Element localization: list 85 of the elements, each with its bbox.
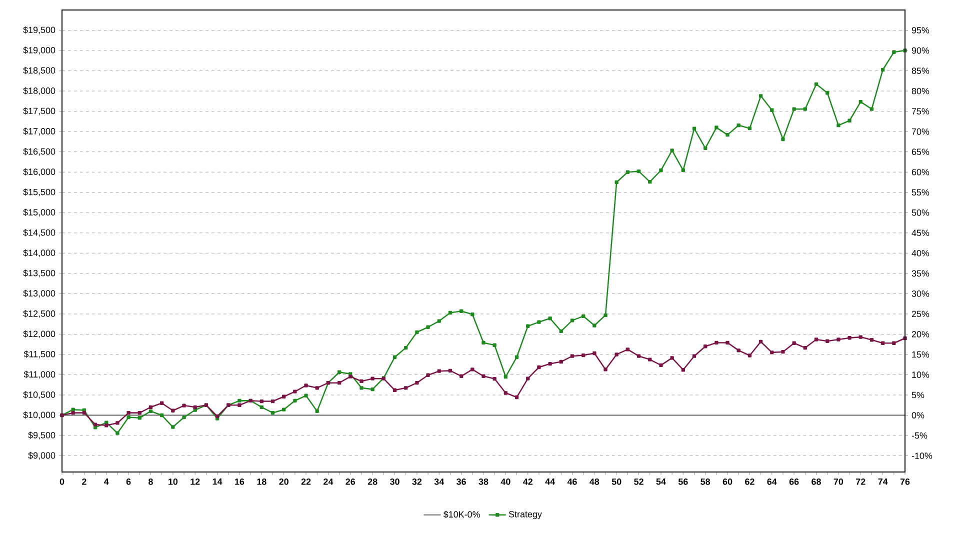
y-tick-label: $9,500 (28, 432, 56, 440)
x-tick-label: 22 (301, 478, 311, 485)
x-tick-label: 68 (812, 478, 821, 485)
y-tick-label: $13,500 (23, 270, 56, 278)
y2-tick-label: 15% (912, 351, 930, 358)
y2-tick-label: -10% (912, 452, 932, 459)
y2-tick-label: 35% (912, 270, 930, 277)
x-tick-label: 24 (324, 478, 334, 485)
y2-tick-label: 55% (912, 189, 930, 196)
x-tick-label: 58 (700, 478, 710, 485)
x-tick-label: 30 (390, 478, 400, 485)
y2-tick-label: 60% (912, 168, 930, 176)
y-tick-label: $14,500 (23, 228, 56, 237)
y-tick-label: $15,000 (23, 208, 56, 217)
legend-label: Strategy (508, 511, 542, 520)
x-tick-label: 44 (545, 478, 555, 485)
y-tick-label: $16,000 (23, 168, 56, 176)
y-tick-label: $14,000 (23, 249, 56, 258)
y-tick-label: $13,000 (23, 290, 56, 298)
x-tick-label: 42 (523, 478, 532, 485)
x-tick-label: 48 (590, 478, 600, 485)
x-tick-label: 8 (148, 478, 153, 485)
y2-tick-label: 75% (912, 108, 930, 114)
y-tick-label: $11,000 (24, 370, 56, 379)
legend-label: $10K-0% (443, 510, 480, 518)
y2-tick-label: 70% (912, 128, 930, 135)
y-tick-label: $18,000 (23, 87, 56, 95)
x-tick-label: 40 (500, 478, 510, 485)
y-tick-label: $12,000 (23, 330, 56, 338)
y2-tick-label: 80% (912, 88, 930, 94)
y-tick-label: $9,000 (28, 452, 56, 460)
x-tick-label: 36 (456, 478, 466, 485)
x-tick-label: 28 (368, 478, 378, 485)
x-tick-label: 66 (789, 478, 799, 485)
y-tick-label: $17,000 (23, 128, 56, 136)
y-tick-label: $15,500 (23, 188, 56, 196)
x-tick-label: 2 (82, 478, 86, 485)
y-tick-label: $19,000 (23, 46, 56, 54)
y-tick-label: $19,500 (23, 26, 56, 34)
y-tick-label: $10,000 (23, 411, 56, 420)
x-tick-label: 62 (745, 478, 754, 485)
y-tick-label: $11,500 (24, 350, 56, 358)
x-tick-label: 14 (212, 478, 222, 485)
x-tick-label: 56 (678, 478, 688, 485)
y2-tick-label: 65% (912, 148, 930, 156)
x-tick-label: 20 (279, 478, 288, 485)
x-tick-label: 16 (235, 478, 244, 485)
x-tick-label: 52 (634, 478, 644, 485)
x-tick-label: 18 (257, 478, 266, 485)
y-tick-label: $17,500 (23, 107, 56, 116)
x-tick-label: 72 (856, 478, 866, 485)
y2-tick-label: 20% (912, 331, 930, 338)
y-tick-label: $16,500 (23, 148, 56, 156)
x-tick-label: 70 (834, 478, 844, 485)
x-tick-label: 74 (878, 478, 888, 485)
x-tick-label: 76 (900, 478, 910, 485)
y2-tick-label: 90% (912, 47, 930, 54)
y2-tick-label: 45% (912, 230, 930, 236)
y2-tick-label: 30% (912, 290, 930, 297)
x-tick-label: 60 (722, 478, 732, 485)
x-tick-label: 46 (567, 478, 577, 485)
y2-tick-label: 50% (912, 209, 930, 216)
x-tick-label: 64 (767, 478, 777, 485)
x-tick-label: 38 (478, 478, 488, 485)
y2-tick-label: 5% (912, 392, 924, 398)
x-tick-label: 34 (434, 478, 444, 485)
x-tick-label: 6 (126, 478, 131, 485)
x-tick-label: 0 (60, 478, 64, 485)
y-tick-label: $12,500 (23, 310, 56, 318)
y2-tick-label: 40% (912, 250, 930, 256)
x-tick-label: 54 (656, 478, 666, 485)
x-tick-label: 10 (168, 478, 178, 485)
y2-tick-label: 10% (912, 372, 930, 378)
x-tick-label: 50 (612, 478, 622, 485)
y2-tick-label: 25% (912, 310, 930, 318)
y-tick-label: $10,500 (23, 391, 56, 399)
y-tick-label: $18,500 (23, 66, 56, 75)
y2-tick-label: 0% (912, 412, 924, 418)
y2-tick-label: 85% (912, 68, 930, 74)
x-tick-label: 26 (346, 478, 356, 485)
x-tick-label: 4 (104, 478, 109, 485)
y2-tick-label: -5% (912, 432, 928, 439)
x-tick-label: 12 (190, 478, 200, 485)
y2-tick-label: 95% (912, 27, 930, 34)
x-tick-label: 32 (412, 478, 422, 485)
